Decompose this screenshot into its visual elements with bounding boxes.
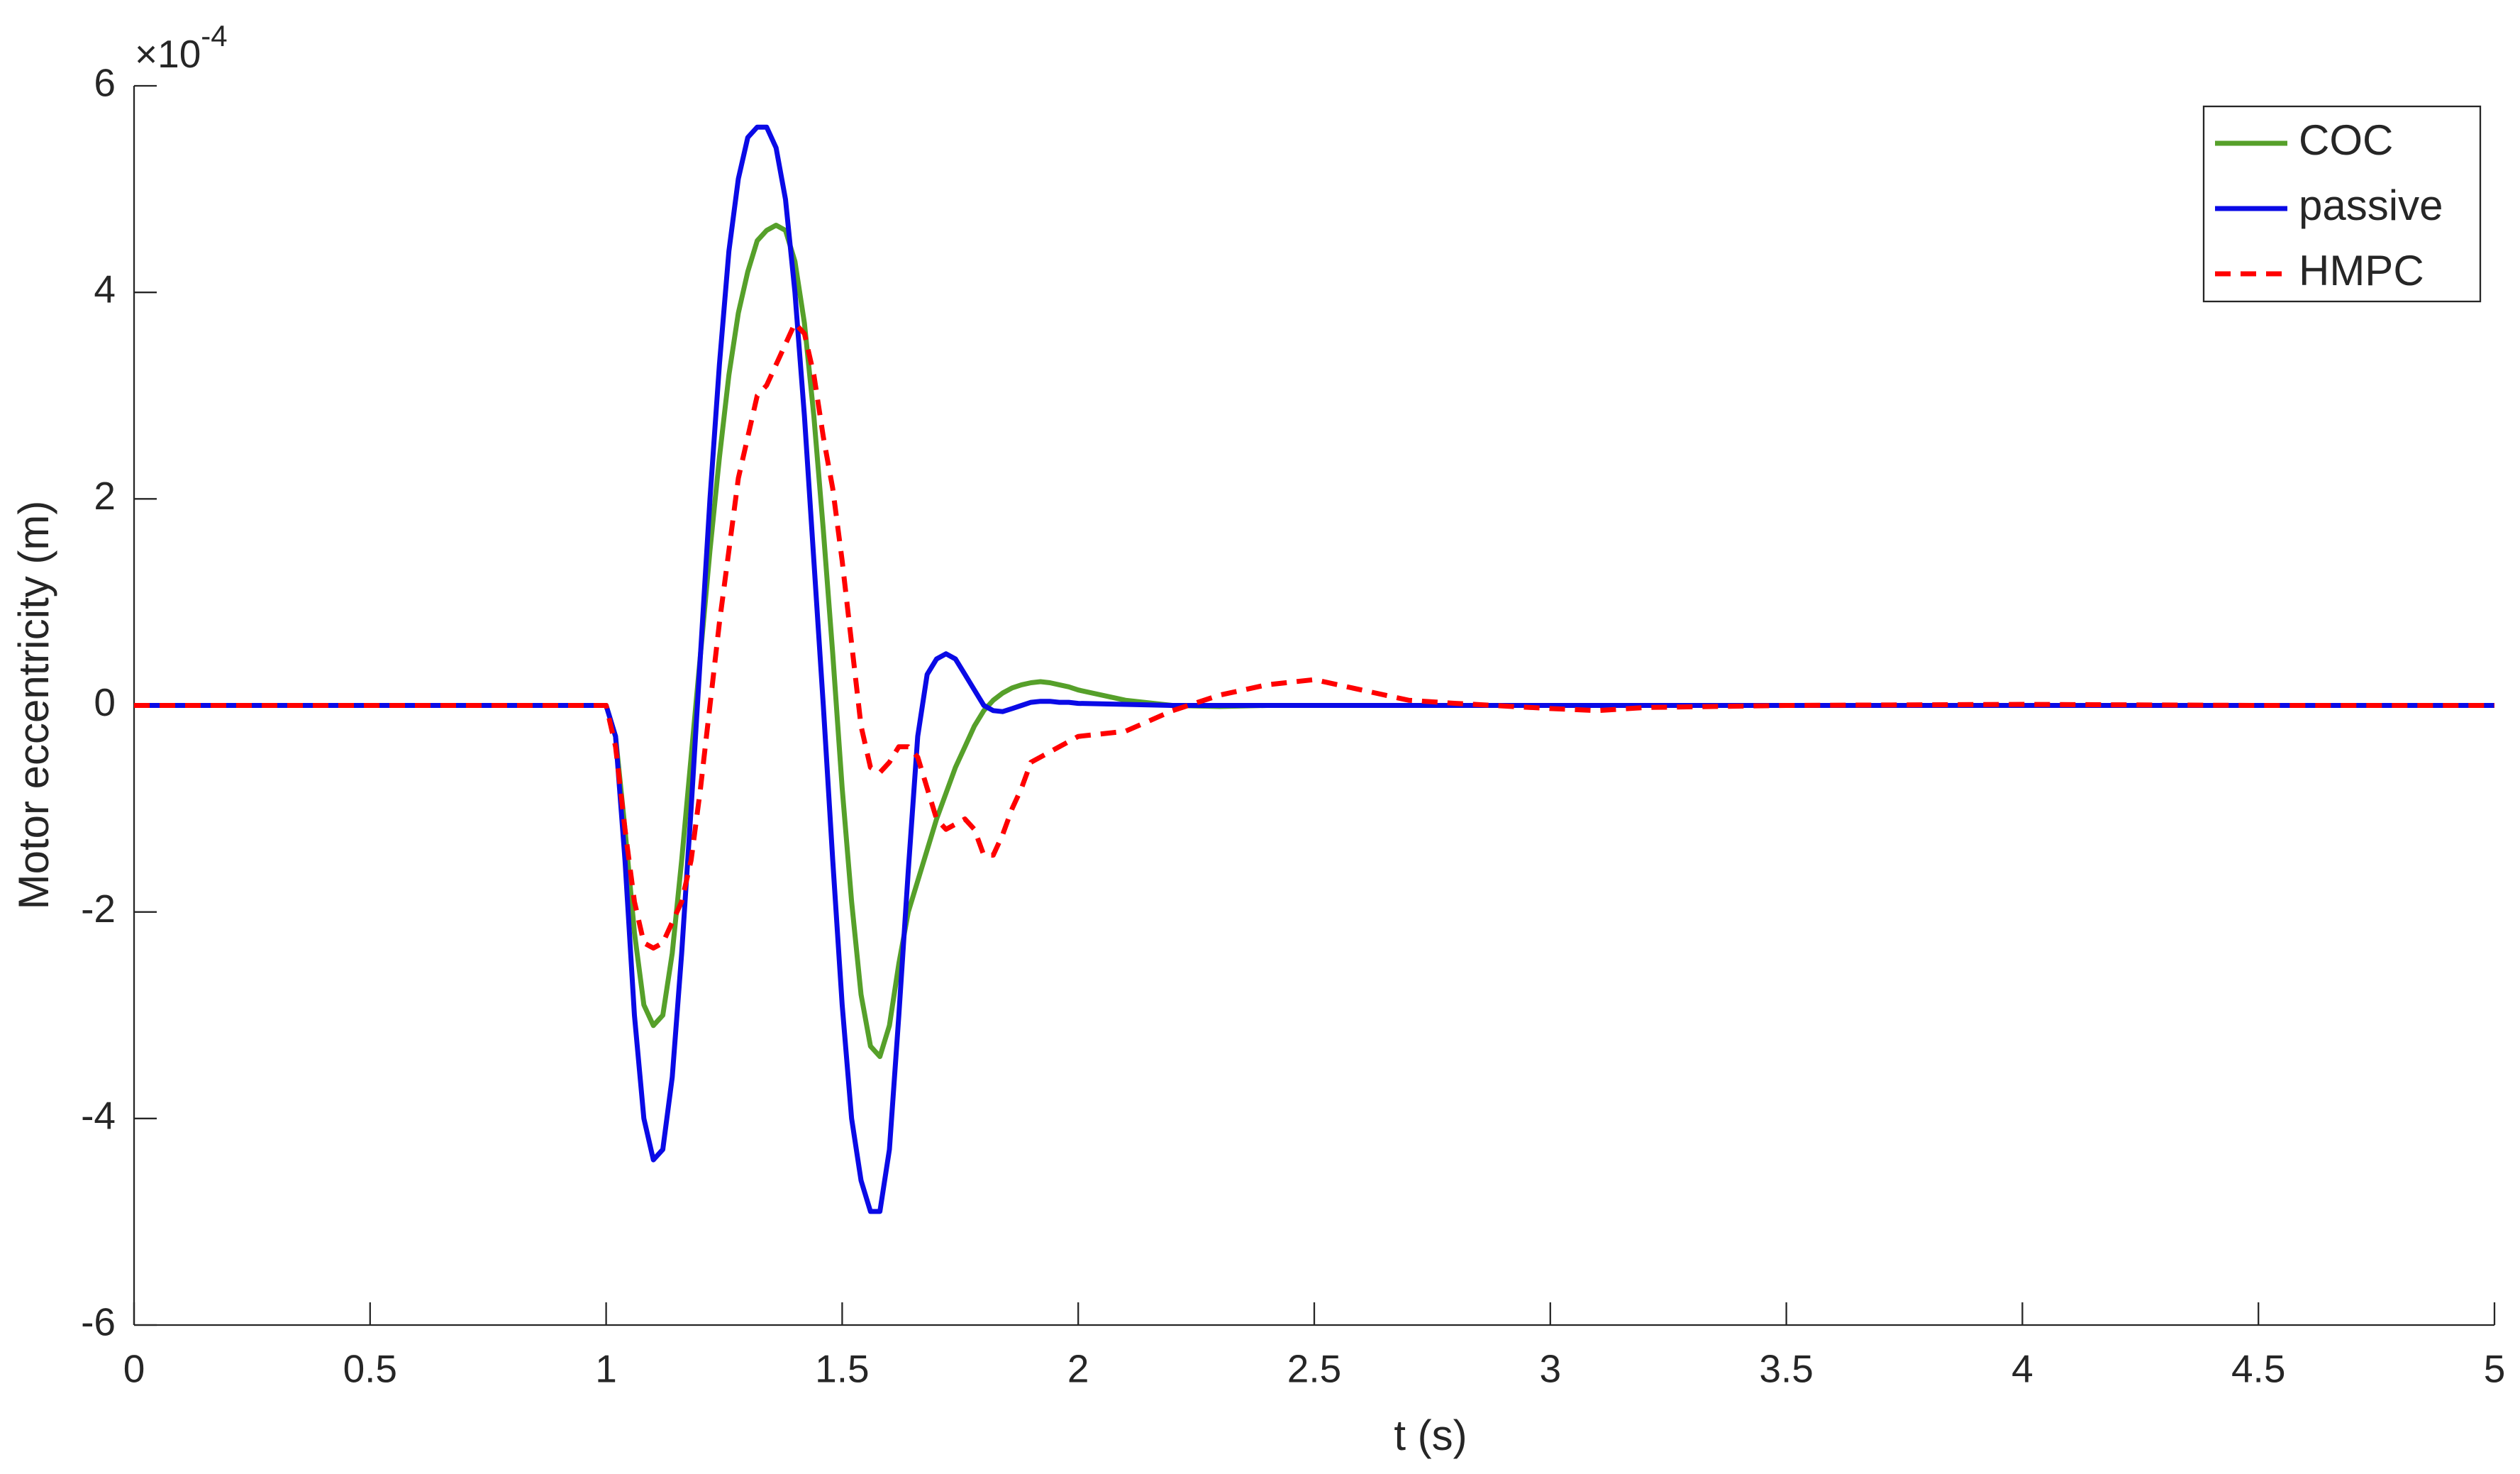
legend-label: COC (2299, 116, 2393, 164)
x-tick-label: 4 (2011, 1347, 2033, 1391)
y-tick-label: 2 (94, 474, 116, 518)
y-tick-label: 0 (94, 680, 116, 724)
x-tick-label: 3.5 (1759, 1347, 1813, 1391)
legend-label: passive (2299, 182, 2443, 229)
series-line (134, 321, 2494, 951)
x-tick-label: 3 (1540, 1347, 1562, 1391)
y-tick-label: -6 (81, 1300, 116, 1344)
x-tick-label: 4.5 (2231, 1347, 2285, 1391)
y-axis-label: Motor eccentricity (m) (10, 501, 57, 910)
x-tick-label: 1.5 (815, 1347, 869, 1391)
y-tick-label: 6 (94, 61, 116, 105)
legend-box (2202, 105, 2482, 303)
x-tick-label: 1 (595, 1347, 617, 1391)
x-tick-label: 5 (2484, 1347, 2506, 1391)
x-axis-label: t (s) (1394, 1412, 1467, 1459)
x-tick-label: 2 (1067, 1347, 1089, 1391)
x-tick-label: 2.5 (1287, 1347, 1341, 1391)
y-multiplier: ×10-4 (135, 19, 228, 75)
x-tick-label: 0 (123, 1347, 145, 1391)
y-multiplier-base: ×10 (135, 32, 201, 76)
x-tick-label: 0.5 (343, 1347, 397, 1391)
y-multiplier-exponent: -4 (201, 19, 227, 52)
y-tick-label: 4 (94, 267, 116, 311)
y-tick-label: -4 (81, 1093, 116, 1137)
y-tick-label: -2 (81, 887, 116, 931)
legend-label: HMPC (2299, 247, 2424, 294)
series-line (134, 124, 2494, 1214)
